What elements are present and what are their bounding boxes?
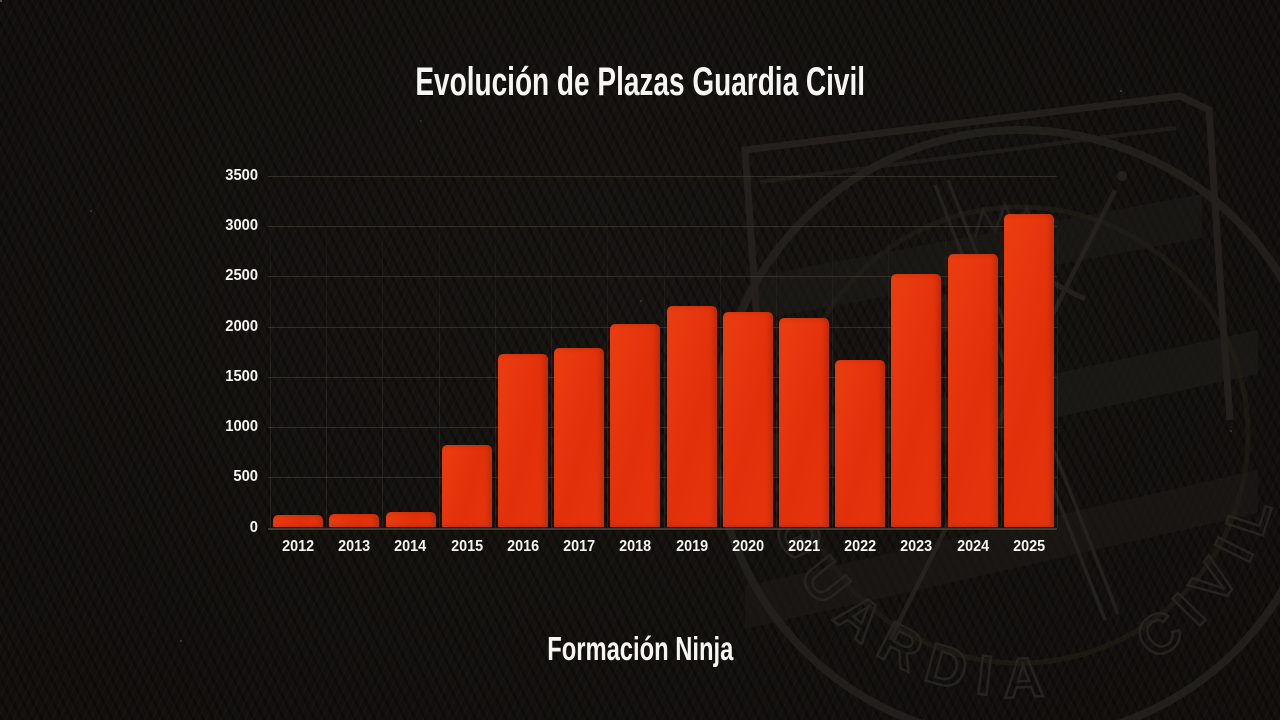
x-axis-label-2019: 2019 xyxy=(675,537,708,555)
x-axis-label-2021: 2021 xyxy=(787,537,821,555)
category-separator xyxy=(663,176,665,528)
x-axis-label-2023: 2023 xyxy=(900,537,933,555)
bar-2024 xyxy=(947,254,998,528)
category-separator xyxy=(944,176,946,528)
x-axis-label-2018: 2018 xyxy=(619,537,652,555)
bar-2012 xyxy=(273,515,324,528)
gridline-2000 xyxy=(268,326,1057,328)
y-axis-tick-label: 2500 xyxy=(225,267,258,285)
x-axis-label-2014: 2014 xyxy=(394,537,427,555)
y-axis-tick-label: 1500 xyxy=(225,367,258,385)
category-separator xyxy=(326,176,328,528)
gridline-500 xyxy=(268,477,1057,479)
gridline-3000 xyxy=(268,226,1057,228)
x-axis-label-2020: 2020 xyxy=(731,537,764,555)
category-separator xyxy=(832,176,834,528)
category-separator xyxy=(438,176,440,528)
y-axis-tick-label: 3500 xyxy=(225,167,258,184)
category-separator xyxy=(607,176,609,528)
x-axis-label-2012: 2012 xyxy=(282,537,315,555)
category-separator xyxy=(270,176,271,528)
chart-title-row: Evolución de Plazas Guardia Civil xyxy=(0,60,1280,105)
category-separator xyxy=(888,176,890,528)
bar-2015 xyxy=(441,445,492,528)
y-axis-tick-label: 2000 xyxy=(225,317,258,335)
gridline-1500 xyxy=(268,376,1057,378)
bar-2016 xyxy=(497,353,548,528)
x-axis-label-2025: 2025 xyxy=(1012,537,1045,555)
x-axis-label-2016: 2016 xyxy=(506,537,539,555)
y-axis-tick-label: 3000 xyxy=(225,217,258,235)
background-texture-specks xyxy=(0,0,2,2)
bar-2021 xyxy=(779,317,830,528)
gridline-1000 xyxy=(268,427,1057,429)
bar-2022 xyxy=(835,359,886,528)
x-axis-label-2017: 2017 xyxy=(563,537,596,555)
bar-2014 xyxy=(385,511,436,528)
y-axis-tick-label: 0 xyxy=(249,518,258,536)
x-axis-line xyxy=(268,527,1057,530)
bar-2023 xyxy=(891,274,942,528)
bar-2017 xyxy=(554,347,605,528)
chart-title: Evolución de Plazas Guardia Civil xyxy=(415,60,865,104)
category-separator xyxy=(551,176,553,528)
x-axis-label-2015: 2015 xyxy=(450,537,483,555)
bar-2019 xyxy=(666,305,717,528)
category-separator xyxy=(1057,176,1058,528)
category-separator xyxy=(719,176,721,528)
category-separator xyxy=(494,176,496,528)
x-axis-label-2022: 2022 xyxy=(844,537,877,555)
category-separator xyxy=(1000,176,1002,528)
category-separator xyxy=(382,176,384,528)
bar-2018 xyxy=(610,323,661,528)
x-axis-label-2013: 2013 xyxy=(338,537,371,555)
x-axis-label-2024: 2024 xyxy=(956,537,989,555)
bar-2025 xyxy=(1003,214,1054,528)
y-axis-tick-label: 1000 xyxy=(225,418,258,436)
gridline-3500 xyxy=(268,176,1057,177)
y-axis-tick-label: 500 xyxy=(233,468,258,486)
footer-row: Formación Ninja xyxy=(0,630,1280,668)
bar-2020 xyxy=(722,311,773,528)
bar-2013 xyxy=(329,513,380,528)
category-separator xyxy=(775,176,777,528)
brand-logo: Formación Ninja xyxy=(546,630,734,667)
gridline-2500 xyxy=(268,276,1057,278)
